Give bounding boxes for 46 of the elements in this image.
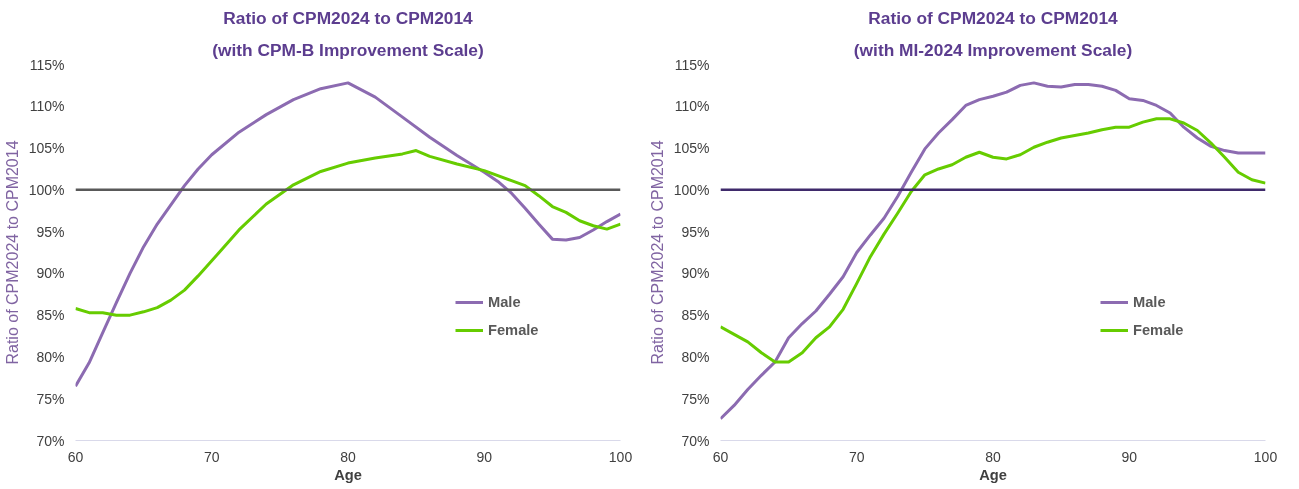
y-tick-label: 75% — [681, 390, 710, 407]
y-tick-label: 85% — [681, 307, 710, 324]
x-tick-label: 60 — [67, 448, 84, 465]
y-tick-label: 95% — [36, 223, 65, 240]
y-tick-label: 115% — [674, 56, 710, 73]
chart-title: Ratio of CPM2024 to CPM2014 — [223, 7, 474, 28]
y-tick-label: 110% — [29, 98, 65, 115]
y-tick-label: 80% — [681, 348, 710, 365]
chart-title: Ratio of CPM2024 to CPM2014 — [868, 7, 1119, 28]
y-tick-label: 70% — [36, 432, 65, 449]
x-tick-label: 80 — [985, 448, 1001, 465]
y-axis-title: Ratio of CPM2024 to CPM2014 — [648, 140, 666, 365]
x-tick-label: 90 — [476, 448, 493, 465]
line-series — [75, 81, 621, 388]
chart-subtitle: (with MI-2024 Improvement Scale) — [853, 39, 1133, 60]
chart-subtitle: (with CPM-B Improvement Scale) — [212, 39, 484, 60]
y-tick-label: 70% — [681, 432, 710, 449]
y-tick-label: 90% — [681, 265, 710, 282]
x-axis-title: Age — [979, 466, 1007, 483]
y-tick-label: 95% — [681, 223, 710, 240]
y-tick-label: 100% — [28, 181, 65, 198]
y-tick-label: 105% — [28, 140, 65, 157]
y-axis-title: Ratio of CPM2024 to CPM2014 — [3, 140, 21, 365]
legend-label: Female — [488, 322, 539, 338]
line-series — [720, 117, 1266, 364]
y-tick-label: 100% — [673, 181, 710, 198]
x-tick-label: 60 — [712, 448, 729, 465]
y-tick-label: 115% — [29, 56, 65, 73]
y-tick-label: 110% — [674, 98, 710, 115]
line-series — [720, 81, 1266, 421]
y-tick-label: 105% — [673, 140, 710, 157]
y-tick-label: 80% — [36, 348, 65, 365]
x-tick-label: 70 — [203, 448, 220, 465]
x-tick-label: 80 — [340, 448, 356, 465]
legend-label: Female — [1133, 322, 1184, 338]
x-axis-title: Age — [334, 466, 362, 483]
line-series — [75, 149, 621, 317]
y-tick-label: 85% — [36, 307, 65, 324]
legend-label: Male — [1133, 294, 1166, 310]
x-tick-label: 70 — [848, 448, 865, 465]
y-tick-label: 90% — [36, 265, 65, 282]
y-tick-label: 75% — [36, 390, 65, 407]
legend-label: Male — [488, 294, 521, 310]
x-tick-label: 100 — [608, 448, 633, 465]
x-tick-label: 100 — [1253, 448, 1278, 465]
x-tick-label: 90 — [1121, 448, 1138, 465]
